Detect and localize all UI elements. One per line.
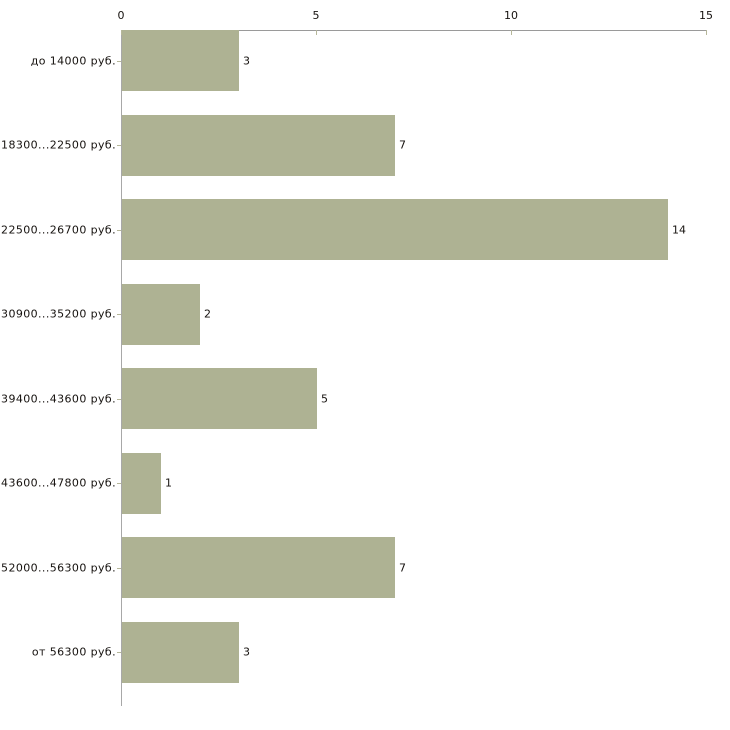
bar[interactable] bbox=[122, 368, 317, 429]
y-axis-tick bbox=[117, 314, 121, 315]
y-axis-tick bbox=[117, 399, 121, 400]
y-axis-category-label: 39400...43600 руб. bbox=[1, 392, 116, 405]
x-axis-tick bbox=[316, 30, 317, 35]
y-axis-category-label: 30900...35200 руб. bbox=[1, 307, 116, 321]
bar[interactable] bbox=[122, 537, 395, 598]
x-axis-tick bbox=[511, 30, 512, 35]
x-axis-tick bbox=[121, 30, 122, 35]
y-axis-category-label: 52000...56300 руб. bbox=[1, 561, 116, 574]
bar[interactable] bbox=[122, 199, 668, 260]
x-axis-tick-label: 0 bbox=[117, 9, 125, 22]
y-axis-tick bbox=[117, 61, 121, 62]
bar-value-label: 7 bbox=[399, 561, 406, 574]
y-axis-tick bbox=[117, 145, 121, 146]
bar-value-label: 7 bbox=[399, 138, 406, 152]
bar[interactable] bbox=[122, 452, 161, 514]
y-axis-tick bbox=[117, 230, 121, 231]
y-axis-category-label: 18300...22500 руб. bbox=[1, 138, 116, 152]
bar-value-label: 1 bbox=[165, 476, 172, 490]
bar-value-label: 5 bbox=[321, 392, 328, 405]
y-axis-category-label: 43600...47800 руб. bbox=[1, 476, 116, 490]
x-axis-tick-label: 10 bbox=[504, 9, 518, 22]
y-axis-tick bbox=[117, 483, 121, 484]
x-axis-tick bbox=[706, 30, 707, 35]
x-axis-tick-label: 5 bbox=[312, 9, 320, 22]
bar[interactable] bbox=[122, 114, 395, 176]
y-axis-tick bbox=[117, 568, 121, 569]
bar-value-label: 14 bbox=[672, 223, 686, 236]
x-axis-line bbox=[121, 30, 706, 31]
bar-value-label: 2 bbox=[204, 307, 211, 321]
bar[interactable] bbox=[122, 621, 239, 683]
bar[interactable] bbox=[122, 30, 239, 91]
x-axis-tick-label: 15 bbox=[699, 9, 713, 22]
bar[interactable] bbox=[122, 283, 200, 345]
y-axis-category-label: 22500...26700 руб. bbox=[1, 223, 116, 236]
y-axis-tick bbox=[117, 652, 121, 653]
y-axis-category-label: от 56300 руб. bbox=[31, 645, 116, 659]
bar-value-label: 3 bbox=[243, 54, 250, 67]
y-axis-category-label: до 14000 руб. bbox=[30, 54, 116, 67]
bar-value-label: 3 bbox=[243, 645, 250, 659]
y-axis-line bbox=[121, 30, 122, 706]
